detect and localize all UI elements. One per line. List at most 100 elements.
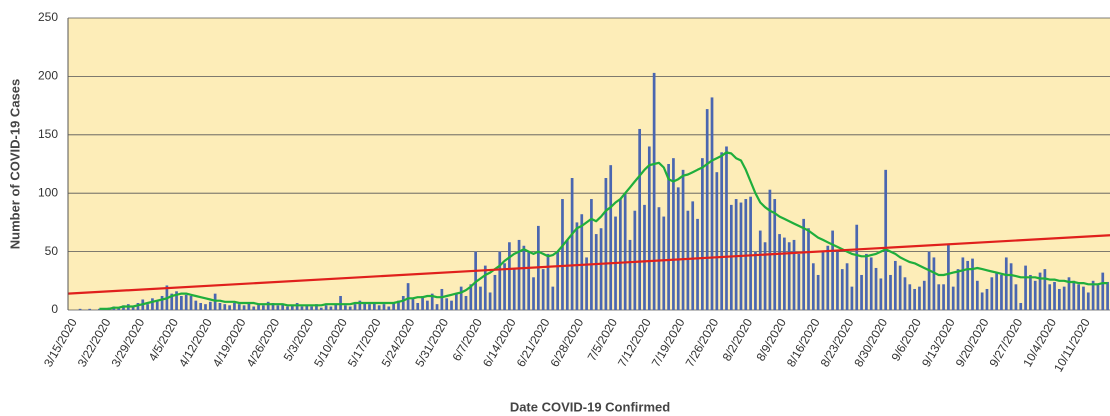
y-tick-label: 250: [38, 10, 58, 24]
bar: [498, 251, 502, 310]
moving-average-line: [99, 151, 1108, 310]
bar: [262, 305, 265, 310]
bar: [758, 230, 762, 310]
bar: [1082, 286, 1085, 310]
bar: [831, 230, 834, 310]
bar: [300, 306, 304, 310]
bar: [623, 193, 627, 310]
bar: [807, 228, 810, 310]
bar: [426, 300, 429, 310]
bar: [459, 286, 463, 310]
bar: [1057, 288, 1061, 310]
bar: [440, 288, 444, 310]
x-tick-label: 4/12/2020: [176, 316, 215, 370]
bar: [305, 305, 309, 310]
bar: [78, 308, 82, 310]
bar: [585, 257, 588, 310]
x-tick-label: 3/15/2020: [41, 316, 80, 370]
bar: [1004, 257, 1008, 310]
bar: [619, 199, 622, 310]
bar: [189, 295, 193, 310]
bar: [865, 253, 868, 310]
bar: [850, 286, 854, 310]
bar: [546, 253, 550, 310]
bar: [368, 304, 371, 310]
x-tick-label: 9/13/2020: [919, 316, 958, 370]
bar: [913, 288, 916, 310]
bar: [725, 146, 728, 310]
bar: [401, 295, 405, 310]
bar: [1096, 284, 1100, 310]
bar: [233, 302, 236, 310]
x-tick-label: 6/7/2020: [449, 316, 485, 364]
bar: [122, 305, 125, 310]
bar: [951, 286, 955, 310]
bar: [450, 300, 453, 310]
y-tick-label: 0: [51, 302, 58, 316]
x-tick-label: 5/17/2020: [345, 316, 384, 370]
bar: [918, 286, 921, 310]
bar: [604, 178, 608, 310]
bar: [778, 234, 781, 310]
bar: [744, 199, 748, 310]
bar: [565, 239, 569, 310]
bar: [194, 300, 198, 310]
bar: [184, 294, 188, 310]
bar: [590, 199, 593, 310]
bar: [633, 210, 637, 310]
bar: [146, 304, 149, 310]
bar: [1053, 281, 1056, 310]
bar: [1091, 280, 1095, 310]
bar: [1077, 284, 1080, 310]
bar: [208, 301, 212, 310]
bar: [1072, 280, 1076, 310]
bar: [975, 280, 979, 310]
bar: [464, 295, 468, 310]
bar: [512, 269, 516, 310]
bar: [411, 298, 415, 310]
x-tick-label: 10/4/2020: [1020, 316, 1059, 370]
bar: [160, 295, 164, 310]
bar: [1038, 272, 1042, 310]
y-axis-title: Number of COVID-19 Cases: [7, 79, 22, 250]
bar: [88, 308, 92, 310]
bar: [676, 187, 680, 310]
bar: [228, 305, 231, 310]
bar: [701, 158, 704, 310]
bar: [382, 304, 386, 310]
bar: [131, 306, 135, 310]
bar: [1067, 277, 1071, 310]
bar: [416, 302, 420, 310]
bar: [1048, 284, 1052, 310]
bar: [1019, 302, 1023, 310]
bar: [802, 218, 806, 310]
bar: [1029, 274, 1032, 310]
bar: [696, 218, 699, 310]
bar: [966, 260, 970, 310]
bar: [705, 109, 709, 310]
bar: [199, 302, 203, 310]
bar: [252, 306, 256, 310]
bar: [348, 306, 352, 310]
bar: [643, 204, 646, 310]
y-tick-label: 50: [45, 244, 59, 258]
x-tick-label: 7/26/2020: [683, 316, 722, 370]
bar: [556, 251, 559, 310]
bar: [430, 293, 434, 310]
x-tick-label: 8/30/2020: [851, 316, 890, 370]
bar: [151, 298, 154, 310]
bar: [281, 304, 285, 310]
x-tick-label: 7/12/2020: [615, 316, 654, 370]
bar: [1086, 292, 1090, 310]
x-tick-label: 4/19/2020: [210, 316, 249, 370]
bar: [469, 284, 473, 310]
bar: [237, 304, 241, 310]
x-tick-label: 9/27/2020: [986, 316, 1025, 370]
bar: [754, 251, 757, 310]
bar: [792, 239, 796, 310]
x-tick-label: 5/3/2020: [281, 316, 317, 364]
bar: [218, 302, 222, 310]
bar: [609, 165, 613, 310]
y-tick-label: 200: [38, 69, 58, 83]
